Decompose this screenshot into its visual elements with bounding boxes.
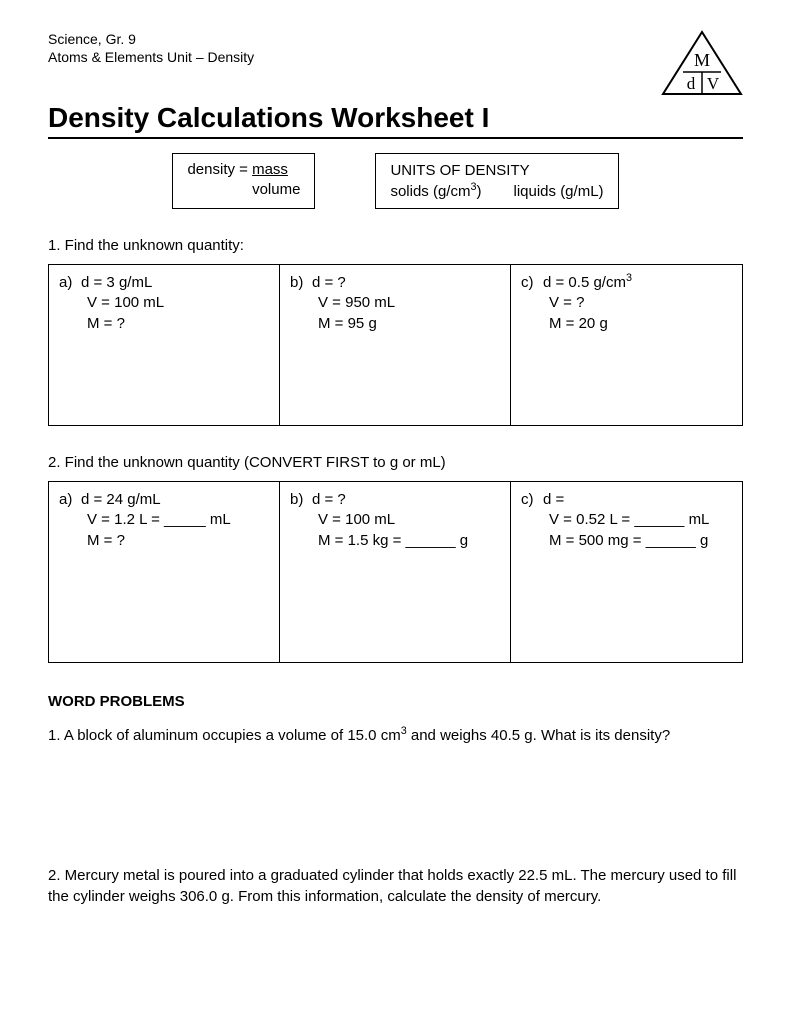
units-box: UNITS OF DENSITY solids (g/cm3) liquids … (375, 153, 618, 209)
q1-cell-b: b)d = ? V = 950 mL M = 95 g (280, 265, 511, 425)
q1-cell-c: c)d = 0.5 g/cm3 V = ? M = 20 g (511, 265, 742, 425)
q1-prompt: 1. Find the unknown quantity: (48, 237, 743, 254)
triangle-d: d (687, 74, 696, 93)
q2-cell-c: c)d = V = 0.52 L = ______ mL M = 500 mg … (511, 482, 742, 662)
page-title: Density Calculations Worksheet I (48, 102, 743, 139)
word-problem-1: 1. A block of aluminum occupies a volume… (48, 726, 743, 746)
header-meta: Science, Gr. 9 Atoms & Elements Unit – D… (48, 30, 254, 66)
units-solids: solids (g/cm3) (390, 181, 481, 202)
triangle-m: M (694, 50, 710, 70)
unit-line: Atoms & Elements Unit – Density (48, 48, 254, 66)
page-header: Science, Gr. 9 Atoms & Elements Unit – D… (48, 30, 743, 98)
formula-denominator: volume (252, 181, 300, 198)
density-formula-box: density = mass density = volume (172, 153, 315, 209)
q2-prompt: 2. Find the unknown quantity (CONVERT FI… (48, 454, 743, 471)
course-line: Science, Gr. 9 (48, 30, 254, 48)
q1-cell-a: a)d = 3 g/mL V = 100 mL M = ? (49, 265, 280, 425)
units-liquids: liquids (g/mL) (514, 181, 604, 202)
triangle-v: V (707, 74, 720, 93)
density-triangle-icon: M d V (661, 30, 743, 98)
q1-grid: a)d = 3 g/mL V = 100 mL M = ? b)d = ? V … (48, 264, 743, 426)
formula-numerator: mass (252, 161, 288, 178)
word-problems-heading: WORD PROBLEMS (48, 693, 743, 710)
q2-grid: a)d = 24 g/mL V = 1.2 L = _____ mL M = ?… (48, 481, 743, 663)
formula-lhs: density = (187, 161, 252, 178)
formula-row: density = mass density = volume UNITS OF… (48, 153, 743, 209)
word-problem-2: 2. Mercury metal is poured into a gradua… (48, 866, 743, 907)
q2-cell-a: a)d = 24 g/mL V = 1.2 L = _____ mL M = ? (49, 482, 280, 662)
units-heading: UNITS OF DENSITY (390, 160, 603, 181)
q2-cell-b: b)d = ? V = 100 mL M = 1.5 kg = ______ g (280, 482, 511, 662)
